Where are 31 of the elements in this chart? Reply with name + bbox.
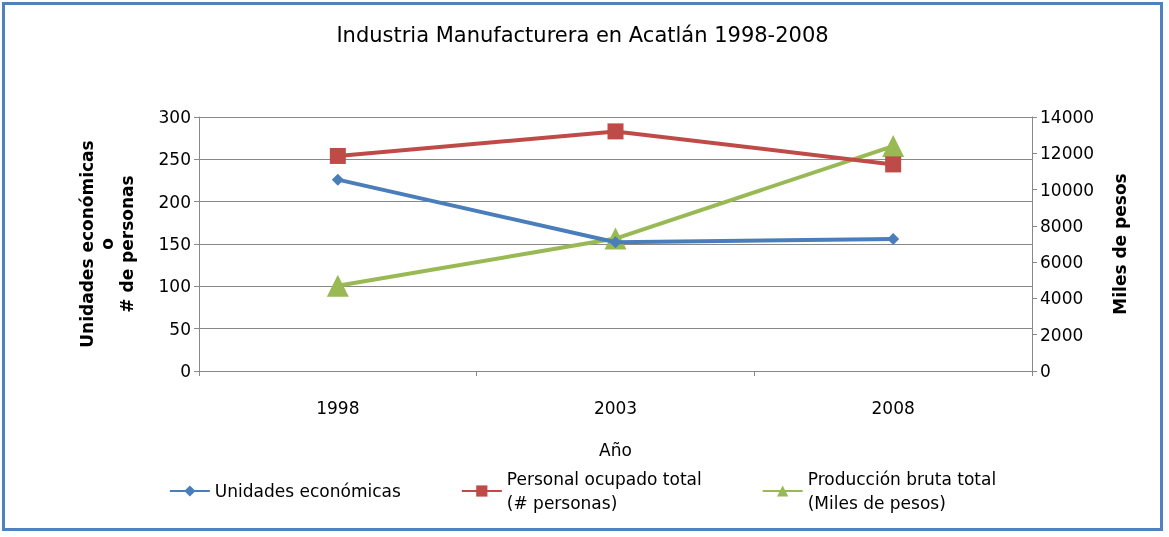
x-tick-label: 1998 [316, 397, 360, 418]
point [882, 135, 905, 158]
y2-tick-label: 2000 [1040, 324, 1084, 345]
y2-tick-label: 12000 [1040, 143, 1095, 164]
y2-tick-label: 8000 [1040, 215, 1084, 236]
y2-tick-label: 14000 [1040, 107, 1095, 127]
x-tick-label: 2008 [871, 397, 915, 418]
y-tick-label: 0 [180, 361, 191, 381]
y2-tick-label: 6000 [1040, 252, 1084, 273]
legend-label: Personal ocupado total (# personas) [506, 469, 702, 513]
legend-label: Producción bruta total (Miles de pesos) [807, 469, 997, 513]
y-tick-label: 250 [158, 149, 191, 170]
y-tick-label: 150 [158, 234, 191, 254]
legend-label: Unidades económicas [214, 481, 401, 501]
y2-tick-label: 0 [1040, 361, 1051, 381]
y-tick-label: 200 [158, 191, 191, 212]
point [885, 156, 902, 173]
y-axis-title: Unidades económicas o # de personas [77, 140, 137, 348]
point [326, 274, 349, 297]
y2-tick-label: 10000 [1040, 179, 1095, 200]
chart-title: Industria Manufacturera en Acatlán 1998-2008 [336, 22, 829, 47]
point [607, 123, 624, 140]
y-tick-label: 300 [158, 107, 191, 127]
y2-tick-label: 4000 [1040, 288, 1084, 309]
x-axis-title: Año [599, 439, 632, 460]
y2-axis-title: Miles de pesos [1110, 173, 1130, 315]
x-tick-label: 2003 [593, 397, 638, 418]
point [331, 173, 344, 186]
y-tick-label: 100 [158, 276, 191, 297]
point [329, 147, 346, 164]
y-tick-label: 50 [169, 318, 191, 339]
